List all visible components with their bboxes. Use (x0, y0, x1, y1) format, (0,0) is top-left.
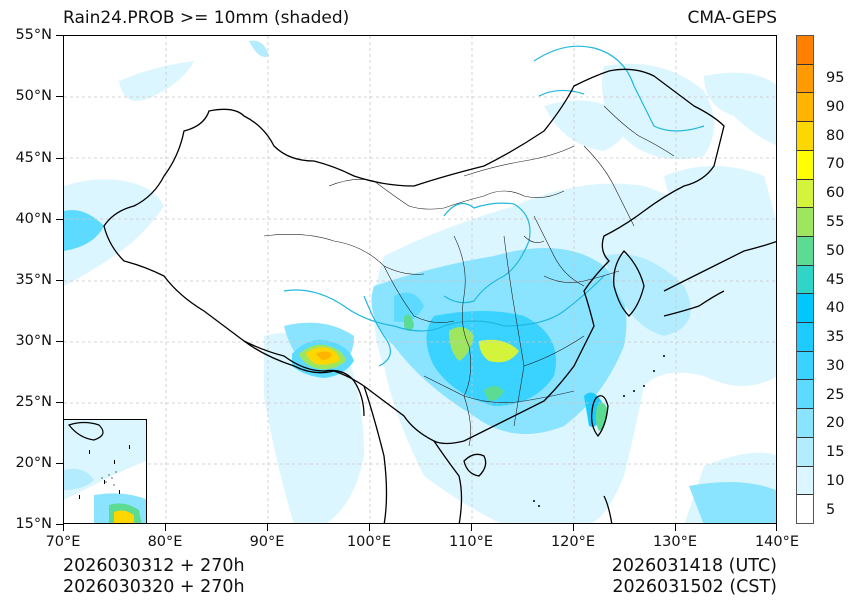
init-time-utc: 2026030312 + 270h (63, 556, 245, 576)
colorbar-band (797, 179, 813, 209)
x-tick-label: 90°E (249, 534, 285, 550)
x-tick-mark (267, 524, 269, 531)
y-tick-mark (56, 524, 63, 526)
y-tick-label: 30°N (15, 333, 52, 349)
x-tick-mark (675, 524, 677, 531)
x-tick-mark (471, 524, 473, 531)
colorbar-band (797, 208, 813, 237)
colorbar-band (797, 36, 813, 65)
y-tick-label: 55°N (15, 27, 52, 43)
x-tick-label: 120°E (550, 534, 596, 550)
colorbar (796, 35, 814, 524)
y-tick-mark (56, 219, 63, 221)
x-tick-label: 100°E (346, 534, 392, 550)
y-tick-label: 40°N (15, 211, 52, 227)
y-tick-label: 45°N (15, 150, 52, 166)
colorbar-band (797, 122, 813, 151)
y-tick-label: 20°N (15, 455, 52, 471)
colorbar-label: 45 (826, 271, 845, 288)
colorbar-band (797, 409, 813, 438)
init-time-cst: 2026030320 + 270h (63, 577, 245, 597)
y-tick-mark (56, 158, 63, 160)
chart-title: Rain24.PROB >= 10mm (shaded) (63, 8, 350, 28)
colorbar-label: 90 (826, 98, 845, 115)
x-tick-label: 70°E (45, 534, 81, 550)
colorbar-label: 20 (826, 415, 845, 432)
x-tick-mark (165, 524, 167, 531)
colorbar-band (797, 294, 813, 324)
x-tick-mark (63, 524, 65, 531)
y-tick-mark (56, 96, 63, 98)
colorbar-band (797, 466, 813, 496)
valid-time-block: 2026031418 (UTC) 2026031502 (CST) (612, 556, 777, 598)
x-tick-label: 80°E (147, 534, 183, 550)
colorbar-band (797, 93, 813, 123)
valid-time-cst: 2026031502 (CST) (612, 577, 777, 597)
x-tick-label: 130°E (652, 534, 698, 550)
x-tick-mark (776, 524, 778, 531)
colorbar-band (797, 150, 813, 180)
colorbar-label: 40 (826, 300, 845, 317)
colorbar-label: 15 (826, 444, 845, 461)
init-time-block: 2026030312 + 270h 2026030320 + 270h (63, 556, 245, 598)
map-plot-area (63, 35, 777, 524)
x-tick-mark (369, 524, 371, 531)
graticule (64, 36, 776, 523)
islands (533, 355, 665, 507)
colorbar-label: 5 (826, 501, 836, 518)
colorbar-label: 25 (826, 386, 845, 403)
colorbar-label: 30 (826, 357, 845, 374)
colorbar-label: 95 (826, 70, 845, 87)
colorbar-band (797, 265, 813, 295)
y-tick-mark (56, 341, 63, 343)
y-tick-mark (56, 280, 63, 282)
y-tick-label: 50°N (15, 88, 52, 104)
colorbar-label: 10 (826, 472, 845, 489)
colorbar-band (797, 323, 813, 352)
colorbar-label: 35 (826, 329, 845, 346)
rivers (283, 45, 705, 367)
x-tick-label: 110°E (448, 534, 494, 550)
x-tick-mark (573, 524, 575, 531)
colorbar-band (797, 380, 813, 410)
x-tick-label: 140°E (754, 534, 800, 550)
colorbar-band (797, 437, 813, 467)
colorbar-band (797, 236, 813, 266)
colorbar-label: 80 (826, 127, 845, 144)
valid-time-utc: 2026031418 (UTC) (611, 556, 777, 576)
y-tick-label: 15°N (15, 516, 52, 532)
y-tick-mark (56, 35, 63, 37)
south-china-sea-inset (64, 419, 147, 523)
colorbar-label: 60 (826, 185, 845, 202)
colorbar-band (797, 495, 813, 523)
model-name: CMA-GEPS (687, 8, 777, 28)
colorbar-band (797, 351, 813, 381)
colorbar-label: 70 (826, 156, 845, 173)
colorbar-label: 55 (826, 213, 845, 230)
country-borders (103, 68, 776, 523)
colorbar-band (797, 64, 813, 94)
y-tick-mark (56, 463, 63, 465)
y-tick-label: 35°N (15, 272, 52, 288)
colorbar-label: 50 (826, 242, 845, 259)
y-tick-label: 25°N (15, 394, 52, 410)
precip-probability-map (64, 36, 776, 523)
y-tick-mark (56, 402, 63, 404)
